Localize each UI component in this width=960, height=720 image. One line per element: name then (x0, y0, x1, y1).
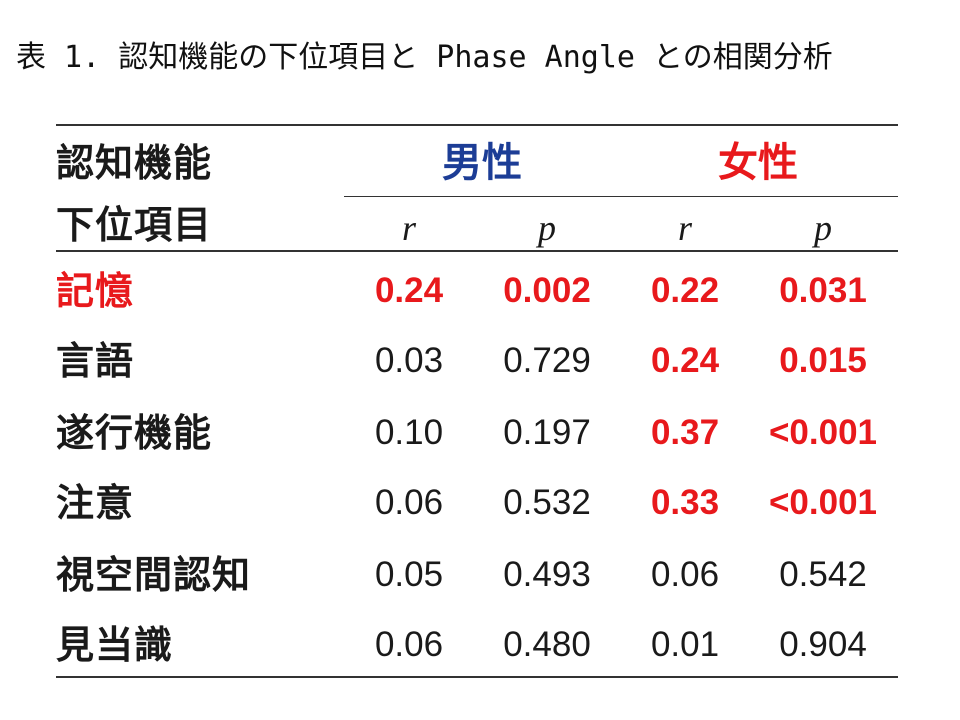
male-r-value: 0.06 (374, 483, 444, 522)
female-r-header: r (677, 208, 692, 248)
male-p-value: 0.197 (503, 413, 591, 452)
male-p-value: 0.493 (503, 555, 591, 594)
male-r-value: 0.03 (374, 341, 444, 380)
male-group-header: 男性 (442, 140, 522, 186)
female-p-value: 0.904 (779, 625, 867, 664)
row-label: 見当識 (56, 623, 174, 667)
female-p-header: p (814, 208, 832, 248)
header-label-line2: 下位項目 (56, 203, 213, 247)
male-r-header: r (401, 208, 416, 248)
header-bottom-rule (56, 250, 898, 252)
table-top-rule (56, 124, 898, 126)
row-label: 視空間認知 (56, 553, 252, 597)
male-r-value: 0.24 (374, 271, 444, 310)
male-r-value: 0.06 (374, 625, 444, 664)
female-r-value: 0.37 (650, 413, 720, 452)
male-r-value: 0.05 (374, 555, 444, 594)
header-label-line1: 認知機能 (56, 141, 213, 185)
male-p-value: 0.729 (503, 341, 591, 380)
group-divider-rule (344, 196, 898, 197)
female-r-value: 0.01 (650, 625, 720, 664)
row-label: 注意 (56, 481, 135, 525)
row-label: 記憶 (56, 269, 135, 313)
female-r-value: 0.22 (650, 271, 720, 310)
female-p-value: 0.015 (779, 341, 867, 380)
female-p-value: <0.001 (768, 483, 878, 522)
female-r-value: 0.33 (650, 483, 720, 522)
female-p-value: 0.542 (779, 555, 867, 594)
male-p-header: p (538, 208, 556, 248)
female-p-value: <0.001 (768, 413, 878, 452)
female-p-value: 0.031 (779, 271, 867, 310)
male-p-value: 0.002 (503, 271, 591, 310)
female-r-value: 0.06 (650, 555, 720, 594)
table-caption: 表 1. 認知機能の下位項目と Phase Angle との相関分析 (16, 40, 833, 75)
male-p-value: 0.480 (503, 625, 591, 664)
male-p-value: 0.532 (503, 483, 591, 522)
table-bottom-rule (56, 676, 898, 678)
row-label: 遂行機能 (56, 411, 213, 455)
female-r-value: 0.24 (650, 341, 720, 380)
row-label: 言語 (56, 339, 135, 383)
male-r-value: 0.10 (374, 413, 444, 452)
female-group-header: 女性 (718, 140, 798, 186)
